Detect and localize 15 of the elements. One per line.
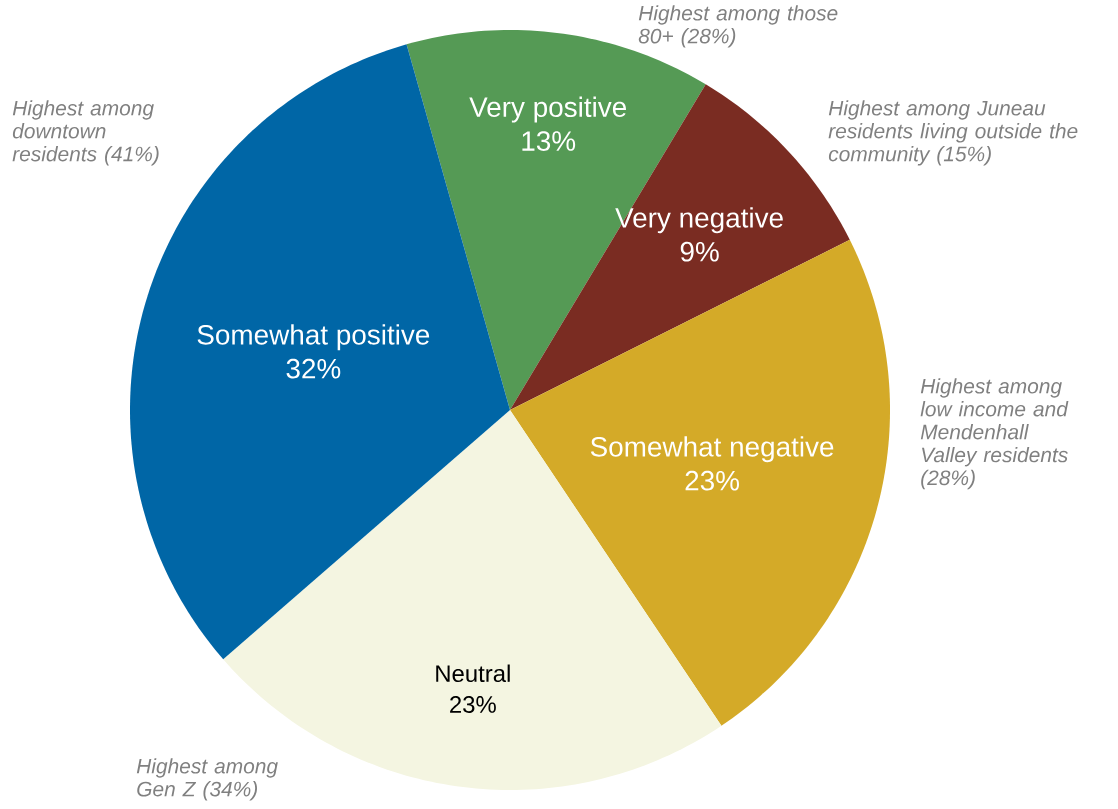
text: Highest among Gen Z (34%) bbox=[136, 758, 278, 801]
text: Highest among downtown residents (41%) bbox=[12, 100, 159, 166]
text: Highest among low income and Mendenhall Valley residents (28%) bbox=[920, 378, 1069, 490]
text: Highest among those 80+ (28%) bbox=[638, 5, 838, 48]
slice-label: Somewhat positive bbox=[197, 324, 430, 351]
data-label: 23% bbox=[685, 470, 739, 491]
data-label: 13% bbox=[522, 131, 576, 151]
data-label: 9% bbox=[680, 241, 719, 262]
data-label: 32% bbox=[286, 358, 341, 379]
slice-label: Very positive bbox=[469, 96, 626, 123]
slice-label: Very negative bbox=[615, 207, 783, 234]
data-label: 23% bbox=[450, 696, 496, 713]
text: Highest among Juneau residents living outside the community (15%) bbox=[828, 100, 1078, 166]
slice-label: Somewhat negative bbox=[590, 436, 834, 463]
slice-label: Neutral bbox=[436, 664, 510, 683]
